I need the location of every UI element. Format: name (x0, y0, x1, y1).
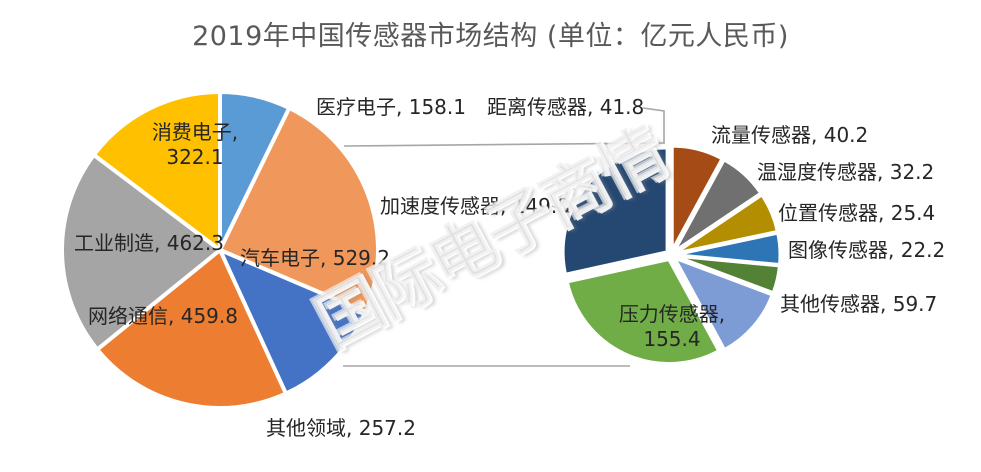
main-pie (60, 90, 380, 410)
label-consumer-electronics: 消费电子, 322.1 (115, 120, 275, 170)
pie-slice-消费电子 (91, 90, 222, 252)
label-other-sensors: 其他传感器, 59.7 (780, 292, 938, 316)
pie-slice-汽车电子 (218, 106, 380, 314)
label-pressure-sensor-name: 压力传感器, (618, 302, 726, 326)
label-pressure-sensor: 压力传感器, 155.4 (588, 302, 756, 352)
pie-slice-加速度传感器 (561, 146, 669, 276)
label-medical-electronics: 医疗电子, 158.1 (316, 95, 466, 119)
connector-line-top (343, 142, 666, 147)
label-automotive-electronics: 汽车电子, 529.2 (240, 246, 390, 270)
label-consumer-electronics-name: 消费电子, (151, 120, 239, 144)
label-image-sensor: 图像传感器, 22.2 (788, 238, 946, 262)
chart-title: 2019年中国传感器市场结构 (单位：亿元人民币) (192, 21, 789, 52)
label-flow-sensor: 流量传感器, 40.2 (711, 123, 869, 147)
label-acceleration-sensor: 加速度传感器, 149.8 (380, 194, 570, 218)
pie-slice-工业制造 (60, 152, 222, 352)
label-network-communication: 网络通信, 459.8 (88, 304, 238, 328)
connector-lines (343, 107, 666, 367)
label-pressure-sensor-value: 155.4 (643, 327, 701, 351)
pie-slice-其他传感器 (673, 256, 774, 352)
pie-slice-距离传感器 (670, 144, 724, 252)
label-position-sensor: 位置传感器, 25.4 (778, 201, 936, 225)
label-distance-sensor: 距离传感器, 41.8 (487, 95, 645, 119)
pie-slice-流量传感器 (672, 158, 763, 253)
pie-slice-温湿度传感器 (674, 193, 779, 255)
leader-line-distance-sensor (642, 107, 665, 143)
label-industrial-manufacturing: 工业制造, 462.3 (74, 231, 224, 255)
pie-slice-压力传感器 (565, 258, 721, 366)
pie-slice-其他领域 (218, 248, 368, 396)
secondary-pie (561, 144, 782, 366)
label-other-fields: 其他领域, 257.2 (266, 416, 416, 440)
pie-slice-图像传感器 (674, 254, 781, 295)
label-consumer-electronics-value: 322.1 (166, 145, 224, 169)
label-temperature-humidity-sensor: 温湿度传感器, 32.2 (757, 160, 935, 184)
pie-slice-网络通信 (95, 248, 288, 410)
